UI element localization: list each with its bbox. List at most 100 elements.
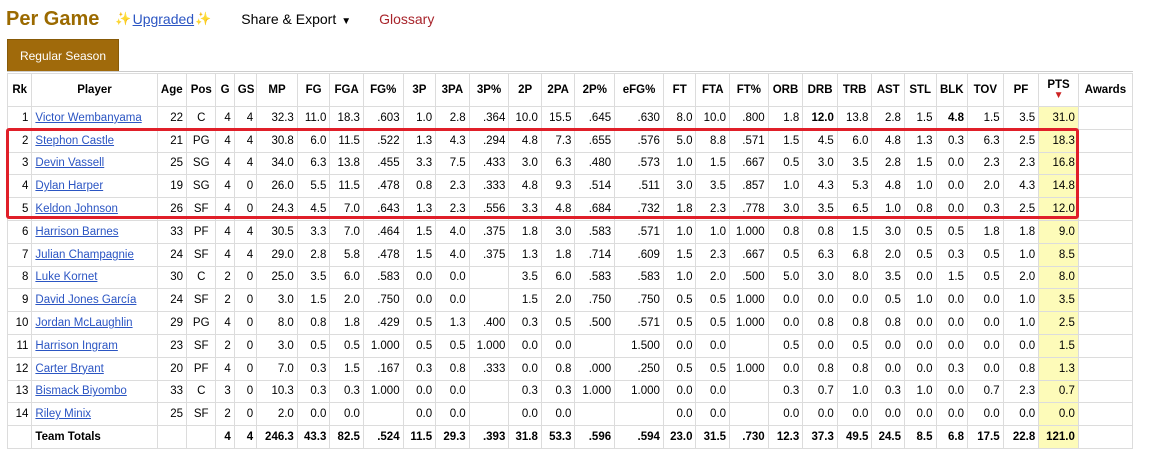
cell-mp: 30.5	[256, 219, 298, 244]
cell-fta: 0.0	[695, 402, 731, 427]
cell-3p: 1.5	[402, 242, 437, 267]
cell-efg-pct: 1.500	[614, 333, 664, 358]
cell-tov: 1.8	[967, 219, 1004, 244]
cell-stl: 0.0	[903, 311, 937, 335]
glossary-link[interactable]: Glossary	[379, 11, 435, 27]
cell-awards	[1077, 356, 1134, 381]
player-link[interactable]: Stephon Castle	[35, 134, 115, 147]
cell-ft-pct: 1.000	[729, 219, 769, 244]
column-header-2pa[interactable]: 2PA	[540, 73, 576, 107]
table-row: 3 Devin Vassell 25 SG 4 4 34.0 6.3 13.8.455 3.3 7.…	[6, 151, 1134, 176]
column-header-player[interactable]: Player	[31, 73, 158, 107]
column-header-mp[interactable]: MP	[256, 73, 298, 107]
column-header-fga[interactable]: FGA	[329, 73, 364, 107]
column-header-pos[interactable]: Pos	[185, 73, 217, 107]
column-header-rk[interactable]: Rk	[6, 73, 33, 107]
cell-awards	[1077, 128, 1134, 153]
cell-tov: 1.5	[967, 106, 1004, 130]
cell-fta: 0.0	[695, 333, 731, 358]
share-export-menu[interactable]: Share & Export ▼	[241, 11, 351, 27]
table-row: 8 Luke Kornet 30 C 2 0 25.0 3.5 6.0.583 0.0 0.0 3.5…	[6, 265, 1134, 290]
column-header-g[interactable]: G	[215, 73, 235, 107]
player-link[interactable]: Carter Bryant	[35, 362, 104, 375]
cell-stl: 0.0	[903, 265, 937, 290]
cell-trb: 1.5	[836, 219, 873, 244]
player-link[interactable]: Luke Kornet	[35, 271, 98, 284]
cell-2p: 0.3	[508, 311, 542, 335]
cell-trb: 0.8	[836, 311, 873, 335]
column-header-ast[interactable]: AST	[871, 73, 905, 107]
cell-rk: 3	[6, 151, 33, 176]
player-link[interactable]: Devin Vassell	[35, 157, 105, 170]
column-header-fg-pct[interactable]: FG%	[362, 73, 404, 107]
cell-age: 19	[156, 174, 188, 199]
cell-pf: 0.8	[1002, 356, 1040, 381]
cell-g: 4	[215, 174, 235, 199]
cell-trb: 6.0	[836, 128, 873, 153]
column-header-3p-pct[interactable]: 3P%	[468, 73, 510, 107]
column-header-orb[interactable]: ORB	[767, 73, 804, 107]
cell-fg: 3.5	[296, 265, 331, 290]
column-header-3pa[interactable]: 3PA	[435, 73, 470, 107]
column-header-fta[interactable]: FTA	[695, 73, 731, 107]
cell-age: 21	[156, 128, 188, 153]
cell-tov: 0.5	[967, 265, 1004, 290]
cell-rk: 1	[6, 106, 33, 130]
cell-2p: 0.0	[508, 356, 542, 381]
player-link[interactable]: Bismack Biyombo	[35, 385, 127, 398]
column-header-fg[interactable]: FG	[296, 73, 331, 107]
column-header-ft-pct[interactable]: FT%	[729, 73, 769, 107]
cell-pos: C	[185, 106, 217, 130]
player-link[interactable]: David Jones García	[35, 294, 137, 307]
cell-2p: 10.0	[508, 106, 542, 130]
cell-drb: 0.7	[802, 379, 838, 404]
tab-regular-season[interactable]: Regular Season	[7, 39, 119, 72]
cell-g: 4	[215, 197, 235, 221]
column-header-trb[interactable]: TRB	[836, 73, 873, 107]
cell-ast: 3.0	[871, 219, 905, 244]
player-link[interactable]: Julian Champagnie	[35, 248, 134, 261]
column-header-drb[interactable]: DRB	[802, 73, 838, 107]
upgraded-link[interactable]: Upgraded	[132, 11, 195, 27]
cell-2p: 3.0	[508, 151, 542, 176]
column-header-pts[interactable]: PTS ▼	[1038, 73, 1079, 107]
column-header-tov[interactable]: TOV	[967, 73, 1004, 107]
cell-age: 29	[156, 311, 188, 335]
column-header-2p-pct[interactable]: 2P%	[574, 73, 616, 107]
cell-orb: 0.5	[767, 242, 804, 267]
column-header-age[interactable]: Age	[156, 73, 188, 107]
column-header-efg-pct[interactable]: eFG%	[614, 73, 664, 107]
column-header-3p[interactable]: 3P	[402, 73, 437, 107]
player-link[interactable]: Harrison Barnes	[35, 225, 119, 238]
column-header-awards[interactable]: Awards	[1077, 73, 1134, 107]
column-header-pf[interactable]: PF	[1002, 73, 1040, 107]
cell-g: 4	[215, 106, 235, 130]
player-link[interactable]: Jordan McLaughlin	[35, 317, 133, 330]
cell-2p-pct: .750	[574, 288, 616, 313]
cell-3pa: 0.0	[435, 379, 470, 404]
player-link[interactable]: Dylan Harper	[35, 180, 104, 193]
column-header-blk[interactable]: BLK	[935, 73, 969, 107]
player-link[interactable]: Harrison Ingram	[35, 339, 118, 352]
cell-awards	[1077, 174, 1134, 199]
column-header-stl[interactable]: STL	[903, 73, 937, 107]
cell-fta: 2.3	[695, 197, 731, 221]
cell-ast: 0.0	[871, 333, 905, 358]
cell-3p: 0.0	[402, 402, 437, 427]
player-link[interactable]: Keldon Johnson	[35, 203, 118, 216]
cell-rk	[6, 425, 33, 449]
cell-mp: 8.0	[256, 311, 298, 335]
cell-rk: 9	[6, 288, 33, 313]
player-link[interactable]: Riley Minix	[35, 408, 91, 421]
column-header-gs[interactable]: GS	[233, 73, 258, 107]
cell-blk: 0.3	[935, 356, 969, 381]
cell-awards	[1077, 379, 1134, 404]
column-header-2p[interactable]: 2P	[508, 73, 542, 107]
cell-fta: 10.0	[695, 106, 731, 130]
player-link[interactable]: Victor Wembanyama	[35, 111, 142, 124]
column-header-ft[interactable]: FT	[662, 73, 697, 107]
cell-3p-pct	[468, 402, 510, 427]
cell-trb: 1.0	[836, 379, 873, 404]
cell-awards	[1077, 106, 1134, 130]
cell-fga: 5.8	[329, 242, 364, 267]
